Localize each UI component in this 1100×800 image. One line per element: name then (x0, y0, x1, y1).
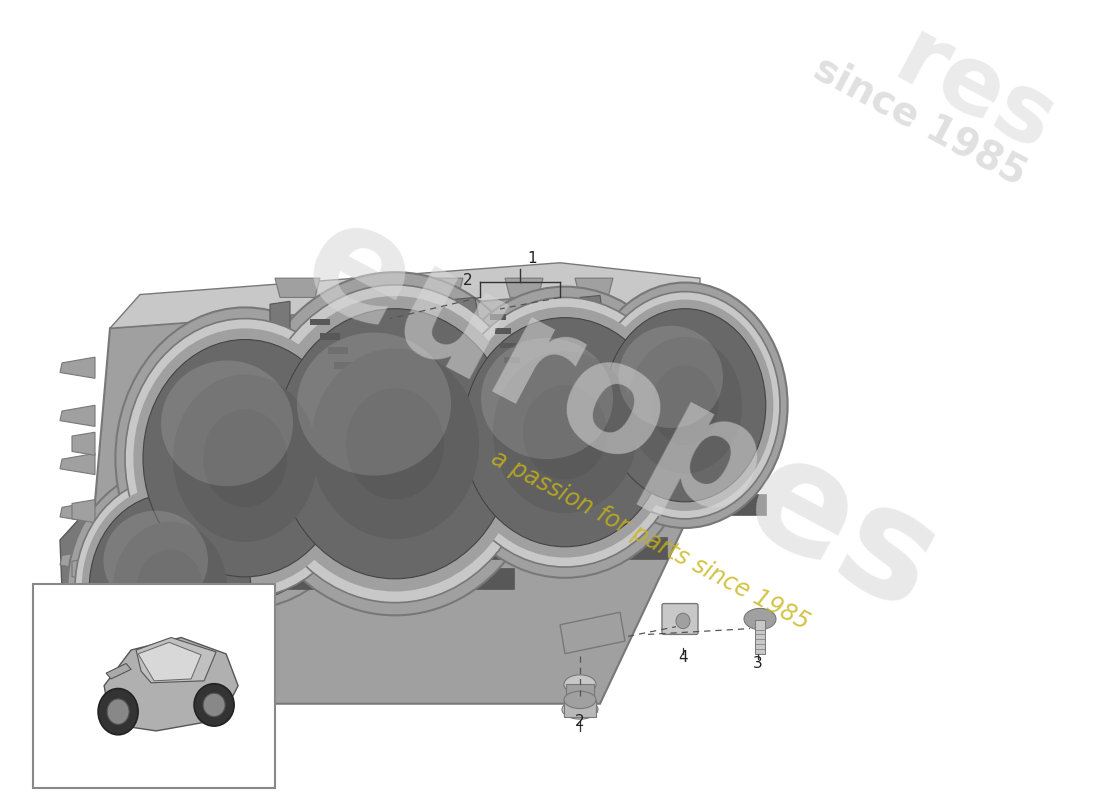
Ellipse shape (604, 309, 766, 502)
Ellipse shape (618, 326, 723, 428)
Polygon shape (110, 262, 700, 328)
Ellipse shape (564, 675, 596, 694)
Ellipse shape (463, 318, 667, 546)
Ellipse shape (125, 318, 365, 598)
Polygon shape (276, 568, 514, 589)
Ellipse shape (566, 697, 594, 714)
Ellipse shape (113, 522, 227, 654)
Ellipse shape (436, 286, 694, 578)
Ellipse shape (446, 298, 685, 567)
Polygon shape (60, 454, 95, 474)
Bar (500, 342, 516, 349)
Ellipse shape (628, 337, 742, 474)
Ellipse shape (204, 694, 226, 717)
Polygon shape (139, 642, 201, 681)
Ellipse shape (493, 351, 637, 513)
Bar (33, 584, 275, 789)
Ellipse shape (89, 494, 251, 682)
Ellipse shape (651, 366, 718, 445)
Polygon shape (60, 502, 100, 666)
Ellipse shape (564, 691, 596, 709)
Polygon shape (106, 663, 131, 679)
Text: 3: 3 (754, 656, 763, 670)
Polygon shape (95, 298, 700, 704)
Bar (566, 685, 594, 706)
Polygon shape (560, 612, 625, 654)
Polygon shape (580, 295, 620, 449)
Polygon shape (72, 500, 95, 522)
Ellipse shape (311, 349, 478, 539)
Bar (328, 347, 348, 354)
Polygon shape (275, 278, 320, 298)
Ellipse shape (676, 614, 690, 629)
Ellipse shape (194, 684, 234, 726)
Ellipse shape (522, 385, 607, 479)
Ellipse shape (116, 307, 375, 609)
Ellipse shape (276, 309, 514, 578)
Bar (564, 700, 596, 717)
Ellipse shape (562, 700, 598, 719)
Polygon shape (136, 638, 216, 682)
Ellipse shape (107, 699, 129, 724)
Ellipse shape (453, 307, 676, 558)
Polygon shape (604, 494, 766, 515)
Polygon shape (155, 660, 200, 690)
Ellipse shape (596, 299, 773, 511)
Polygon shape (575, 278, 613, 298)
Polygon shape (143, 567, 346, 588)
Bar (340, 376, 360, 383)
Ellipse shape (161, 361, 293, 486)
Ellipse shape (173, 374, 317, 542)
Polygon shape (72, 558, 95, 581)
Polygon shape (425, 278, 463, 298)
Polygon shape (455, 298, 510, 497)
Ellipse shape (136, 550, 204, 627)
Text: a passion for parts since 1985: a passion for parts since 1985 (487, 446, 813, 634)
Polygon shape (60, 550, 95, 571)
Polygon shape (60, 502, 95, 522)
Text: 4: 4 (679, 650, 688, 665)
Polygon shape (270, 302, 290, 598)
Ellipse shape (81, 486, 258, 691)
Ellipse shape (244, 272, 547, 615)
Bar (334, 362, 354, 369)
Text: res: res (880, 13, 1070, 172)
Bar (346, 391, 366, 398)
Polygon shape (350, 278, 388, 298)
Ellipse shape (133, 328, 356, 588)
Polygon shape (60, 357, 95, 378)
Ellipse shape (481, 338, 613, 459)
Polygon shape (72, 432, 95, 455)
Bar (320, 333, 340, 340)
Bar (490, 314, 506, 319)
Polygon shape (505, 278, 543, 298)
Polygon shape (60, 406, 95, 426)
Text: since 1985: since 1985 (807, 50, 1033, 193)
Text: europes: europes (277, 186, 962, 644)
Ellipse shape (744, 609, 775, 630)
Ellipse shape (265, 296, 525, 591)
Ellipse shape (103, 510, 208, 610)
Ellipse shape (98, 689, 139, 734)
Ellipse shape (297, 333, 451, 475)
Text: 1: 1 (527, 251, 537, 266)
Ellipse shape (67, 469, 273, 708)
Polygon shape (89, 674, 251, 696)
Polygon shape (463, 538, 667, 558)
Bar (504, 357, 520, 363)
Bar (755, 620, 764, 654)
Text: 2: 2 (575, 714, 585, 729)
Text: 2: 2 (463, 273, 473, 287)
Ellipse shape (255, 285, 535, 602)
Bar (310, 318, 330, 326)
Ellipse shape (75, 478, 265, 699)
Ellipse shape (143, 339, 346, 577)
Ellipse shape (582, 282, 788, 528)
Bar (495, 328, 512, 334)
Ellipse shape (204, 410, 287, 507)
Ellipse shape (590, 292, 780, 519)
FancyBboxPatch shape (662, 603, 698, 634)
Polygon shape (104, 638, 238, 731)
Ellipse shape (346, 388, 444, 499)
